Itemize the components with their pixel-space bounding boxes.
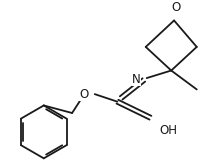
- Text: O: O: [171, 1, 181, 14]
- Text: OH: OH: [159, 124, 177, 137]
- Text: O: O: [79, 88, 88, 101]
- Text: N: N: [132, 73, 141, 86]
